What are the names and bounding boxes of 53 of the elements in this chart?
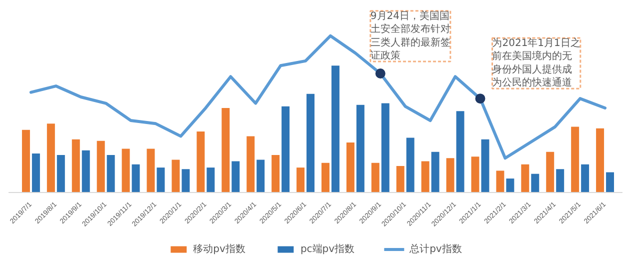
- bar: [456, 111, 464, 193]
- bar: [596, 128, 604, 193]
- legend-label: 总计pv指数: [410, 242, 462, 256]
- bar: [296, 168, 305, 193]
- bar: [106, 155, 115, 193]
- bar: [381, 103, 390, 193]
- bar: [82, 150, 90, 193]
- bar: [481, 139, 490, 193]
- bar: [606, 172, 614, 193]
- bar: [346, 142, 354, 193]
- bar: [56, 155, 65, 193]
- bar: [182, 169, 190, 193]
- bar: [96, 140, 105, 193]
- bar: [531, 174, 540, 193]
- bar: [471, 156, 480, 193]
- bar: [246, 136, 255, 193]
- bar: [156, 168, 165, 193]
- bar: [272, 155, 280, 193]
- bar: [32, 153, 40, 193]
- bar: [256, 160, 265, 193]
- bar: [232, 161, 240, 193]
- bar: [172, 160, 180, 193]
- bar: [206, 168, 215, 193]
- bar: [331, 66, 340, 193]
- bar: [446, 158, 454, 193]
- bar: [406, 138, 414, 193]
- bar: [22, 130, 30, 193]
- bar: [72, 139, 80, 193]
- bar: [506, 178, 514, 193]
- bar: [521, 164, 530, 193]
- bar: [132, 164, 140, 193]
- bar: [571, 126, 580, 193]
- bar: [146, 148, 155, 193]
- bar: [46, 124, 55, 193]
- annotation: 为2021年1月1日之前在美国境内的无身份外国人提供成为公民的快速通道: [492, 36, 580, 89]
- bar: [581, 164, 590, 193]
- bar: [556, 169, 564, 193]
- bar: [371, 162, 380, 193]
- legend-label: 移动pv指数: [193, 242, 246, 256]
- legend-label: pc端pv指数: [300, 242, 355, 256]
- bar: [431, 152, 440, 193]
- bar: [282, 106, 290, 193]
- bar: [122, 148, 130, 193]
- bar: [396, 166, 404, 193]
- bar: [196, 132, 205, 193]
- bar: [356, 104, 364, 193]
- annotation: 9月24日，美国国土安全部发布针对三类人群的最新签证政策: [370, 10, 450, 62]
- bar: [496, 170, 504, 193]
- bar: [222, 108, 230, 193]
- bar: [321, 162, 330, 193]
- bar: [546, 152, 554, 193]
- bar: [421, 161, 430, 193]
- bar: [306, 94, 314, 193]
